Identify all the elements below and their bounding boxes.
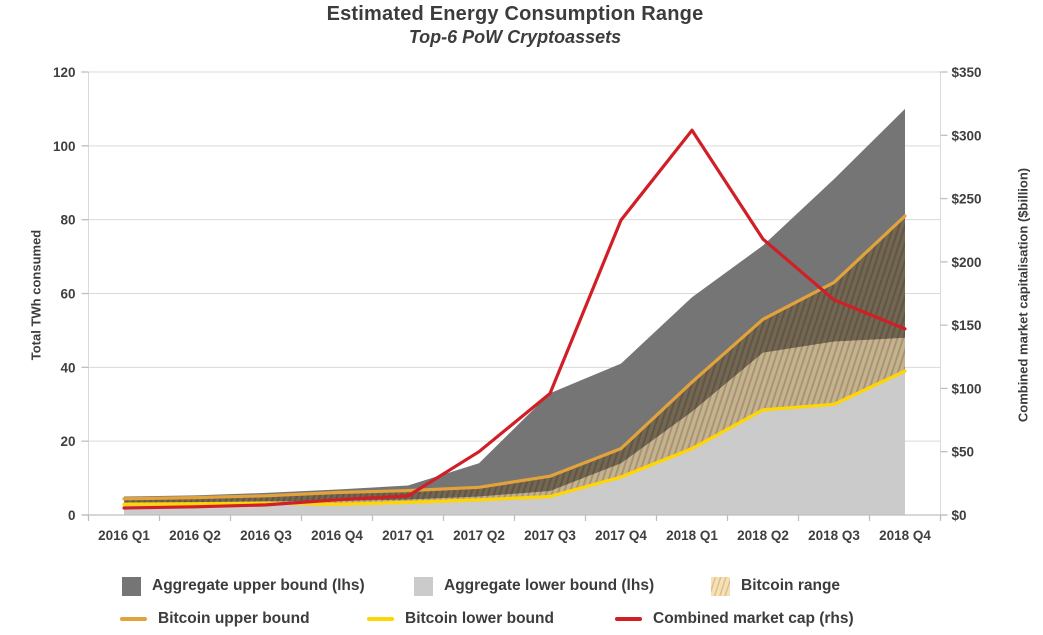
left-axis-tick-label: 20 bbox=[60, 434, 75, 449]
bitcoin-range-swatch-icon bbox=[711, 576, 730, 596]
left-axis-tick-label: 40 bbox=[60, 360, 75, 375]
right-axis-tick-label: $100 bbox=[952, 381, 982, 396]
right-axis-tick-label: $350 bbox=[952, 65, 982, 80]
right-axis-tick-label: $0 bbox=[952, 508, 967, 523]
x-axis-tick-label: 2017 Q2 bbox=[453, 528, 505, 543]
bitcoin-lower-line-icon bbox=[367, 617, 394, 621]
x-axis-tick-label: 2017 Q4 bbox=[595, 528, 647, 543]
x-axis-tick-label: 2016 Q3 bbox=[240, 528, 292, 543]
legend-item-bitcoin-lower: Bitcoin lower bound bbox=[367, 609, 554, 629]
market-cap-line-icon bbox=[615, 617, 642, 621]
line-market-cap bbox=[122, 128, 907, 510]
chart-subtitle: Top-6 PoW Cryptoassets bbox=[408, 27, 622, 47]
legend-item-aggregate-lower: Aggregate lower bound (lhs) bbox=[414, 576, 654, 596]
legend-item-aggregate-upper: Aggregate upper bound (lhs) bbox=[122, 576, 365, 596]
legend-item-market-cap: Combined market cap (rhs) bbox=[615, 609, 854, 629]
left-axis-tick-label: 100 bbox=[53, 139, 76, 154]
area-aggregate-lower bbox=[124, 337, 905, 515]
right-axis-title: Combined market capitalisation ($billion… bbox=[1015, 167, 1031, 423]
aggregate-upper-swatch-icon bbox=[122, 576, 141, 596]
x-axis-tick-label: 2018 Q2 bbox=[737, 528, 789, 543]
x-axis-tick-label: 2016 Q4 bbox=[311, 528, 363, 543]
legend-item-bitcoin-upper: Bitcoin upper bound bbox=[120, 609, 310, 629]
left-axis-tick-label: 120 bbox=[53, 65, 76, 80]
left-axis-tick-label: 80 bbox=[60, 213, 75, 228]
right-axis-tick-label: $50 bbox=[952, 445, 975, 460]
x-axis-tick-label: 2017 Q1 bbox=[382, 528, 434, 543]
x-axis-tick-label: 2017 Q3 bbox=[524, 528, 576, 543]
aggregate-lower-swatch-icon bbox=[414, 576, 433, 596]
bitcoin-upper-line-icon bbox=[120, 617, 147, 621]
x-axis-tick-label: 2018 Q1 bbox=[666, 528, 718, 543]
axis-tick-labels: 0 20 40 60 80 100 120 $0 $50 $100 $150 $200 $250 $300… bbox=[53, 65, 982, 543]
left-axis-title: Total TWh consumed bbox=[28, 229, 44, 361]
right-axis-tick-label: $150 bbox=[952, 318, 982, 333]
area-bitcoin-range bbox=[124, 216, 905, 505]
legend-item-bitcoin-range: Bitcoin range bbox=[711, 576, 840, 596]
chart-plot-area: 0 20 40 60 80 100 120 $0 $50 $100 $150 $200 $250 $300… bbox=[53, 65, 982, 543]
x-axis-tick-label: 2018 Q4 bbox=[879, 528, 931, 543]
x-axis-tick-label: 2016 Q2 bbox=[169, 528, 221, 543]
x-axis-tick-label: 2018 Q3 bbox=[808, 528, 860, 543]
line-bitcoin-lower bbox=[122, 369, 907, 506]
axes bbox=[81, 71, 948, 521]
line-bitcoin-upper bbox=[122, 214, 907, 501]
x-axis-tick-label: 2016 Q1 bbox=[98, 528, 150, 543]
left-axis-tick-label: 0 bbox=[68, 508, 76, 523]
right-axis-tick-label: $200 bbox=[952, 255, 982, 270]
left-axis-tick-label: 60 bbox=[60, 287, 75, 302]
right-axis-tick-label: $250 bbox=[952, 192, 982, 207]
chart-title: Estimated Energy Consumption Range bbox=[326, 3, 704, 25]
right-axis-tick-label: $300 bbox=[952, 128, 982, 143]
